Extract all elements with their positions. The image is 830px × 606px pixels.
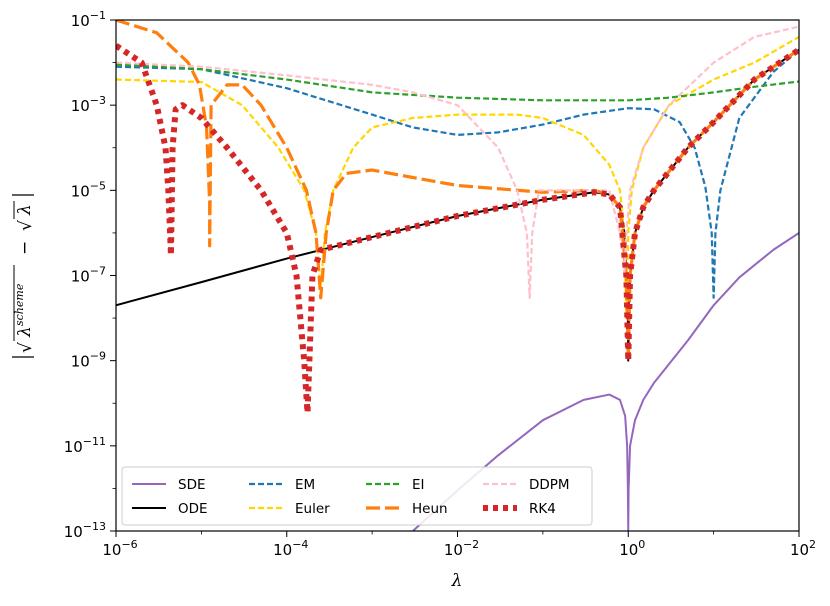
series-line-heun xyxy=(116,20,799,363)
y-tick-label: 10−9 xyxy=(71,350,106,371)
x-tick-label: 10−6 xyxy=(102,538,137,559)
y-label-minus: − xyxy=(15,241,35,255)
y-label-scheme: scheme xyxy=(13,283,26,326)
y-label-lambda-1: λ xyxy=(15,326,35,338)
x-tick-label: 100 xyxy=(619,538,645,559)
legend-box xyxy=(121,466,593,526)
series-line-ddpm xyxy=(116,25,799,299)
legend-label-ei: EI xyxy=(412,477,425,493)
legend-label-heun: Heun xyxy=(412,501,448,517)
y-tick-label: 10−13 xyxy=(64,520,106,541)
series-line-rk4 xyxy=(116,43,799,416)
legend-label-euler: Euler xyxy=(295,501,330,517)
y-tick-label: 10−11 xyxy=(64,435,106,456)
y-tick-label: 10−7 xyxy=(71,265,106,286)
y-label-sqrt-1: √ xyxy=(16,342,36,353)
legend-label-em: EM xyxy=(295,477,315,493)
x-tick-label: 102 xyxy=(790,538,816,559)
x-tick-label: 10−2 xyxy=(444,538,479,559)
series-line-sde xyxy=(412,232,799,531)
y-tick-label: 10−5 xyxy=(71,179,106,200)
y-axis-label: √ λ scheme − √ λ xyxy=(12,194,36,358)
legend-label-ddpm: DDPM xyxy=(529,477,570,493)
y-tick-label: 10−1 xyxy=(71,9,106,30)
legend-label-sde: SDE xyxy=(178,477,206,493)
y-tick-label: 10−3 xyxy=(71,94,106,115)
x-tick-label: 10−4 xyxy=(273,538,308,559)
series-line-euler xyxy=(116,35,799,320)
series-line-ei xyxy=(116,63,799,102)
x-axis-label: λ xyxy=(451,571,463,591)
legend-label-ode: ODE xyxy=(178,501,208,517)
series-line-em xyxy=(116,48,799,299)
legend-label-rk4: RK4 xyxy=(529,501,556,517)
y-label-sqrt-2: √ xyxy=(16,220,36,231)
y-label-lambda-2: λ xyxy=(15,204,35,216)
